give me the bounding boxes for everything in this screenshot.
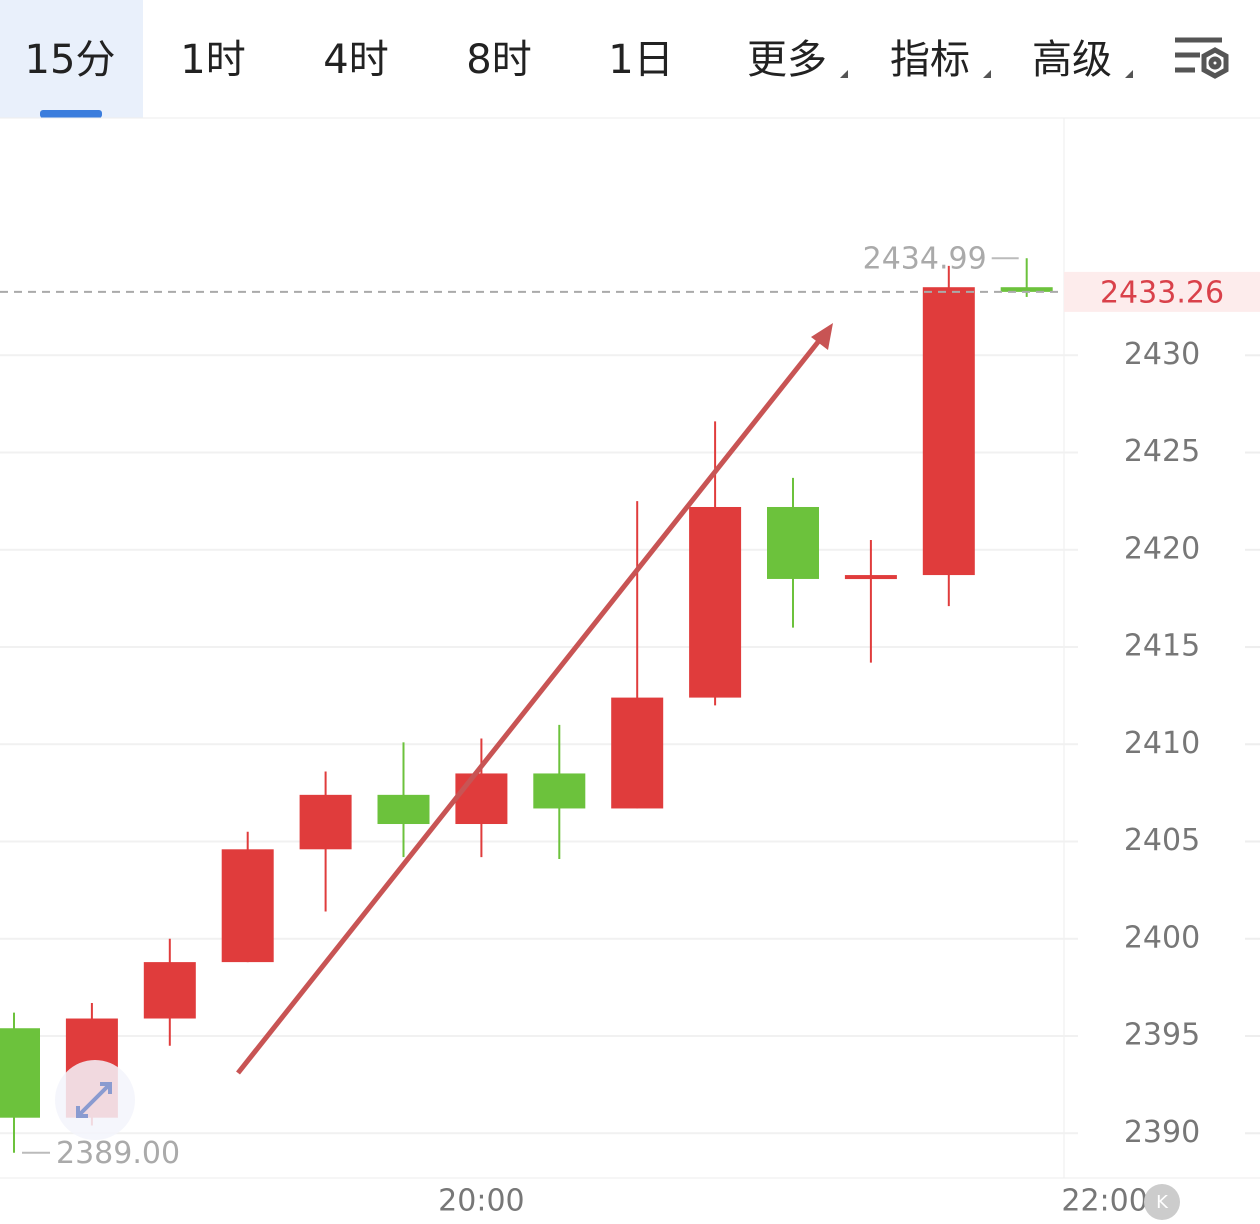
tab[interactable]: 8时 (466, 37, 531, 83)
y-tick-label: 2415 (1124, 629, 1200, 664)
tab[interactable]: 高级 (1032, 37, 1112, 83)
tab[interactable]: 1日 (608, 37, 673, 83)
candle-body (455, 773, 508, 825)
candle-body (844, 575, 897, 580)
tab[interactable]: 指标 (890, 37, 970, 83)
candle-body (377, 794, 430, 825)
low-marker-label: 2389.00 (56, 1136, 180, 1171)
candle-body (533, 773, 586, 809)
candle-body (0, 1028, 40, 1118)
y-tick-label: 2420 (1124, 531, 1200, 566)
tab[interactable]: 1时 (180, 37, 245, 83)
x-tick-label: 20:00 (438, 1184, 524, 1219)
candle-body (221, 849, 274, 963)
tab[interactable]: 4时 (323, 37, 388, 83)
tab[interactable]: 15分 (25, 37, 116, 83)
svg-text:K: K (1156, 1192, 1169, 1213)
tab-bar: 15分 1时 4时 8时 1日 更多 指标 高级 (25, 37, 1112, 83)
plot: 2390 2395 2400 2405 2410 2415 2420 2425 2430 20:0… (0, 242, 1260, 1219)
active-tab-underline (40, 110, 102, 118)
candle-body (689, 506, 742, 698)
tab[interactable]: 更多 (747, 37, 827, 83)
candle-body (922, 287, 975, 576)
y-tick-label: 2400 (1124, 920, 1200, 955)
y-tick-label: 2390 (1124, 1115, 1200, 1150)
last-price-label: 2433.26 (1100, 275, 1224, 310)
k-badge[interactable]: K (1144, 1184, 1180, 1220)
dropdown-arrows (840, 70, 1133, 78)
y-tick-label: 2425 (1124, 434, 1200, 469)
fullscreen-icon[interactable] (55, 1060, 135, 1140)
active-tab-bg (0, 0, 143, 118)
trend-arrow (236, 323, 833, 1075)
candle-body (767, 506, 819, 579)
candle-body (143, 962, 196, 1019)
high-marker-label: 2434.99 (863, 242, 987, 277)
last-price-box (1064, 271, 1260, 312)
candle-body (299, 794, 352, 850)
y-tick-label: 2405 (1124, 823, 1200, 858)
settings-icon[interactable] (1175, 37, 1229, 79)
y-tick-label: 2395 (1124, 1018, 1200, 1053)
candle-body (1000, 287, 1053, 292)
candle-body (611, 697, 664, 809)
x-tick-label: 22:00 (1061, 1184, 1147, 1219)
y-tick-label: 2430 (1124, 337, 1200, 372)
y-tick-label: 2410 (1124, 726, 1200, 761)
